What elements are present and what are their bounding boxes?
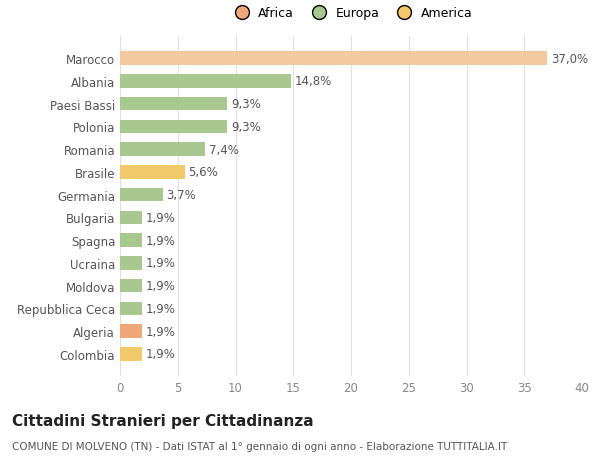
- Text: 1,9%: 1,9%: [145, 212, 175, 224]
- Bar: [120, 98, 227, 111]
- Text: 1,9%: 1,9%: [145, 280, 175, 292]
- Bar: [120, 188, 163, 202]
- Bar: [120, 347, 142, 361]
- Bar: [120, 234, 142, 247]
- Legend: Africa, Europa, America: Africa, Europa, America: [224, 2, 478, 25]
- Text: 37,0%: 37,0%: [551, 52, 588, 66]
- Bar: [120, 211, 142, 225]
- Bar: [120, 302, 142, 315]
- Text: 1,9%: 1,9%: [145, 325, 175, 338]
- Text: 1,9%: 1,9%: [145, 302, 175, 315]
- Text: COMUNE DI MOLVENO (TN) - Dati ISTAT al 1° gennaio di ogni anno - Elaborazione TU: COMUNE DI MOLVENO (TN) - Dati ISTAT al 1…: [12, 441, 507, 451]
- Text: 1,9%: 1,9%: [145, 347, 175, 361]
- Bar: [120, 143, 205, 157]
- Text: 14,8%: 14,8%: [295, 75, 332, 88]
- Text: 5,6%: 5,6%: [188, 166, 218, 179]
- Bar: [120, 52, 547, 66]
- Text: 7,4%: 7,4%: [209, 143, 239, 156]
- Text: 3,7%: 3,7%: [166, 189, 196, 202]
- Bar: [120, 279, 142, 293]
- Text: 9,3%: 9,3%: [231, 121, 260, 134]
- Text: 9,3%: 9,3%: [231, 98, 260, 111]
- Text: 1,9%: 1,9%: [145, 257, 175, 270]
- Bar: [120, 120, 227, 134]
- Text: 1,9%: 1,9%: [145, 234, 175, 247]
- Bar: [120, 75, 291, 89]
- Bar: [120, 166, 185, 179]
- Bar: [120, 325, 142, 338]
- Bar: [120, 257, 142, 270]
- Text: Cittadini Stranieri per Cittadinanza: Cittadini Stranieri per Cittadinanza: [12, 413, 314, 428]
